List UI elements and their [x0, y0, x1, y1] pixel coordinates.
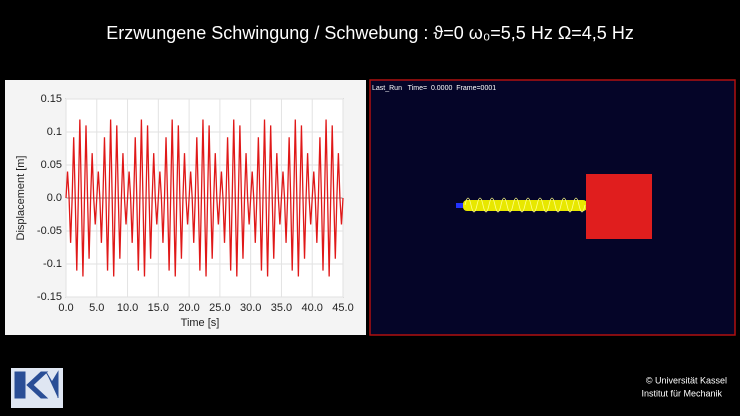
y-axis-label: Displacement [m]	[15, 156, 27, 241]
x-axis-label: Time [s]	[181, 317, 220, 329]
mass	[586, 174, 652, 239]
x-tick-label: 5.0	[89, 302, 104, 314]
x-tick-label: 30.0	[240, 302, 261, 314]
x-tick-label: 10.0	[117, 302, 138, 314]
logo-mark	[14, 370, 59, 399]
data-line	[65, 119, 344, 277]
x-tick-label: 40.0	[302, 302, 323, 314]
x-tick-label: 25.0	[209, 302, 230, 314]
x-tick-label: 20.0	[178, 302, 199, 314]
spring	[464, 197, 586, 213]
y-tick-label: 0.1	[47, 126, 62, 138]
anchor	[456, 203, 464, 208]
y-tick-label: 0.05	[41, 159, 62, 171]
title: Erzwungene Schwingung / Schwebung : ϑ=0 …	[106, 23, 634, 43]
x-tick-label: 0.0	[58, 302, 73, 314]
y-tick-label: -0.15	[37, 291, 62, 303]
y-tick-label: -0.1	[43, 258, 62, 270]
x-tick-label: 45.0	[332, 302, 353, 314]
footer-line: © Universität Kassel	[646, 375, 727, 385]
x-tick-label: 35.0	[271, 302, 292, 314]
x-tick-label: 15.0	[148, 302, 169, 314]
simulation-status: Last_Run Time= 0.0000 Frame=0001	[372, 85, 496, 92]
y-tick-label: 0.15	[41, 93, 62, 105]
y-tick-label: 0.0	[47, 192, 62, 204]
y-tick-label: -0.05	[37, 225, 62, 237]
plot: -0.15 -0.1 -0.05 0.0 0.05 0.1 0.15 0.0 5.0 10.0 15…	[37, 93, 354, 314]
footer-line: Institut für Mechanik	[641, 388, 722, 398]
